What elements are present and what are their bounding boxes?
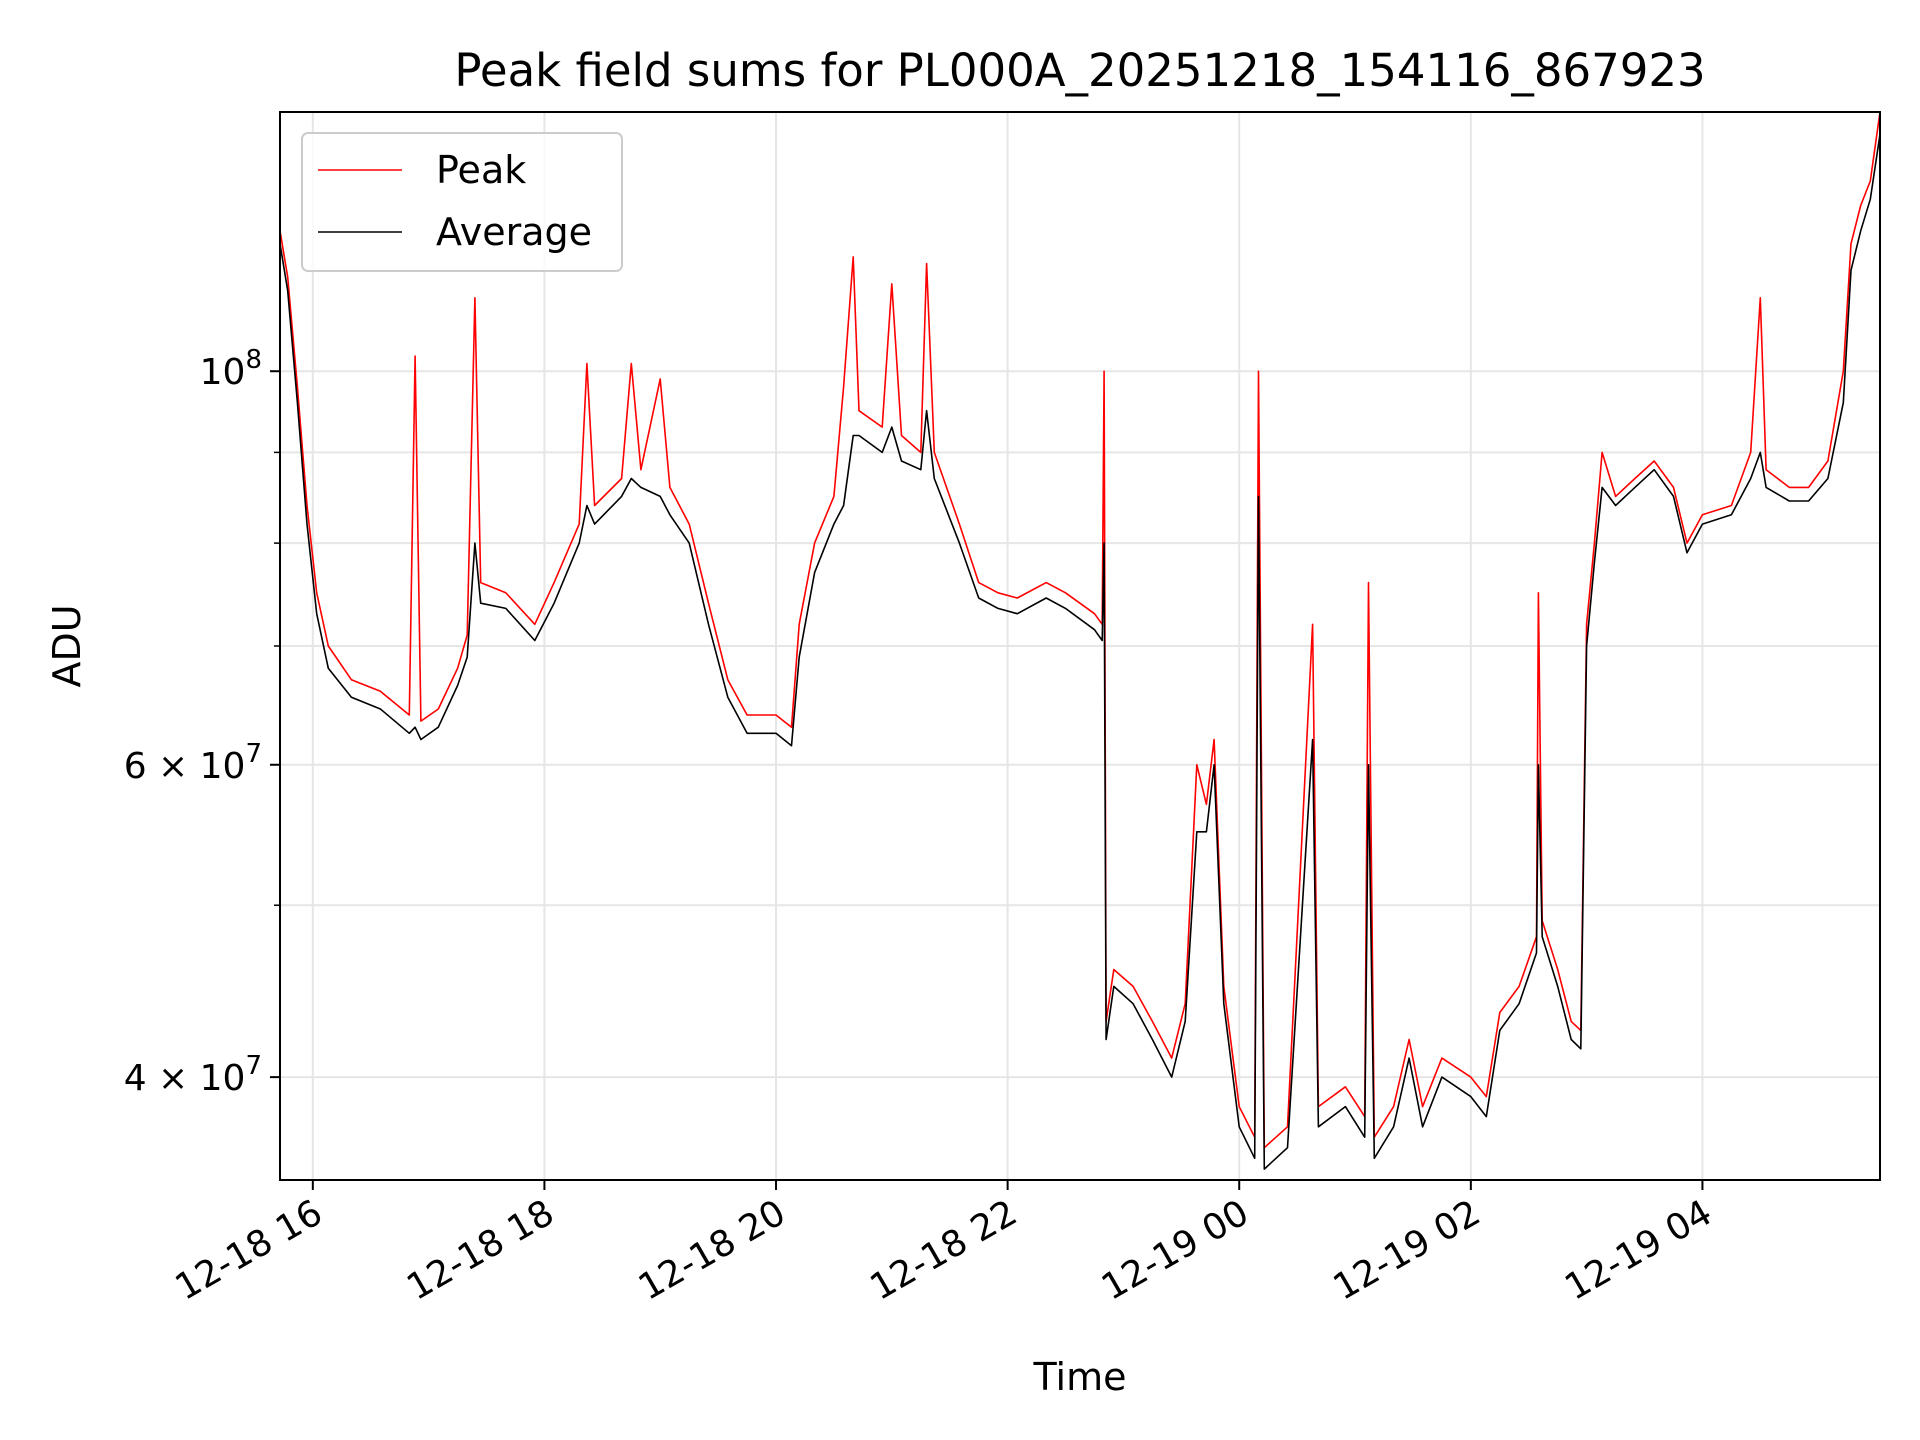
y-tick-label: 6 × 107 [124, 739, 262, 787]
legend-label-peak: Peak [436, 148, 526, 192]
legend: Peak Average [301, 132, 623, 272]
chart-title: Peak field sums for PL000A_20251218_1541… [454, 44, 1705, 97]
grid [280, 112, 1880, 1180]
legend-label-average: Average [436, 210, 592, 254]
series-line-average [279, 134, 1881, 1170]
y-tick-label: 4 × 107 [124, 1051, 262, 1099]
y-tick-label: 108 [200, 345, 262, 393]
x-axis-label: Time [1033, 1355, 1127, 1399]
y-axis-label: ADU [45, 604, 89, 687]
legend-box [301, 132, 623, 272]
series-layer [279, 111, 1881, 1170]
series-line-peak [279, 111, 1881, 1149]
